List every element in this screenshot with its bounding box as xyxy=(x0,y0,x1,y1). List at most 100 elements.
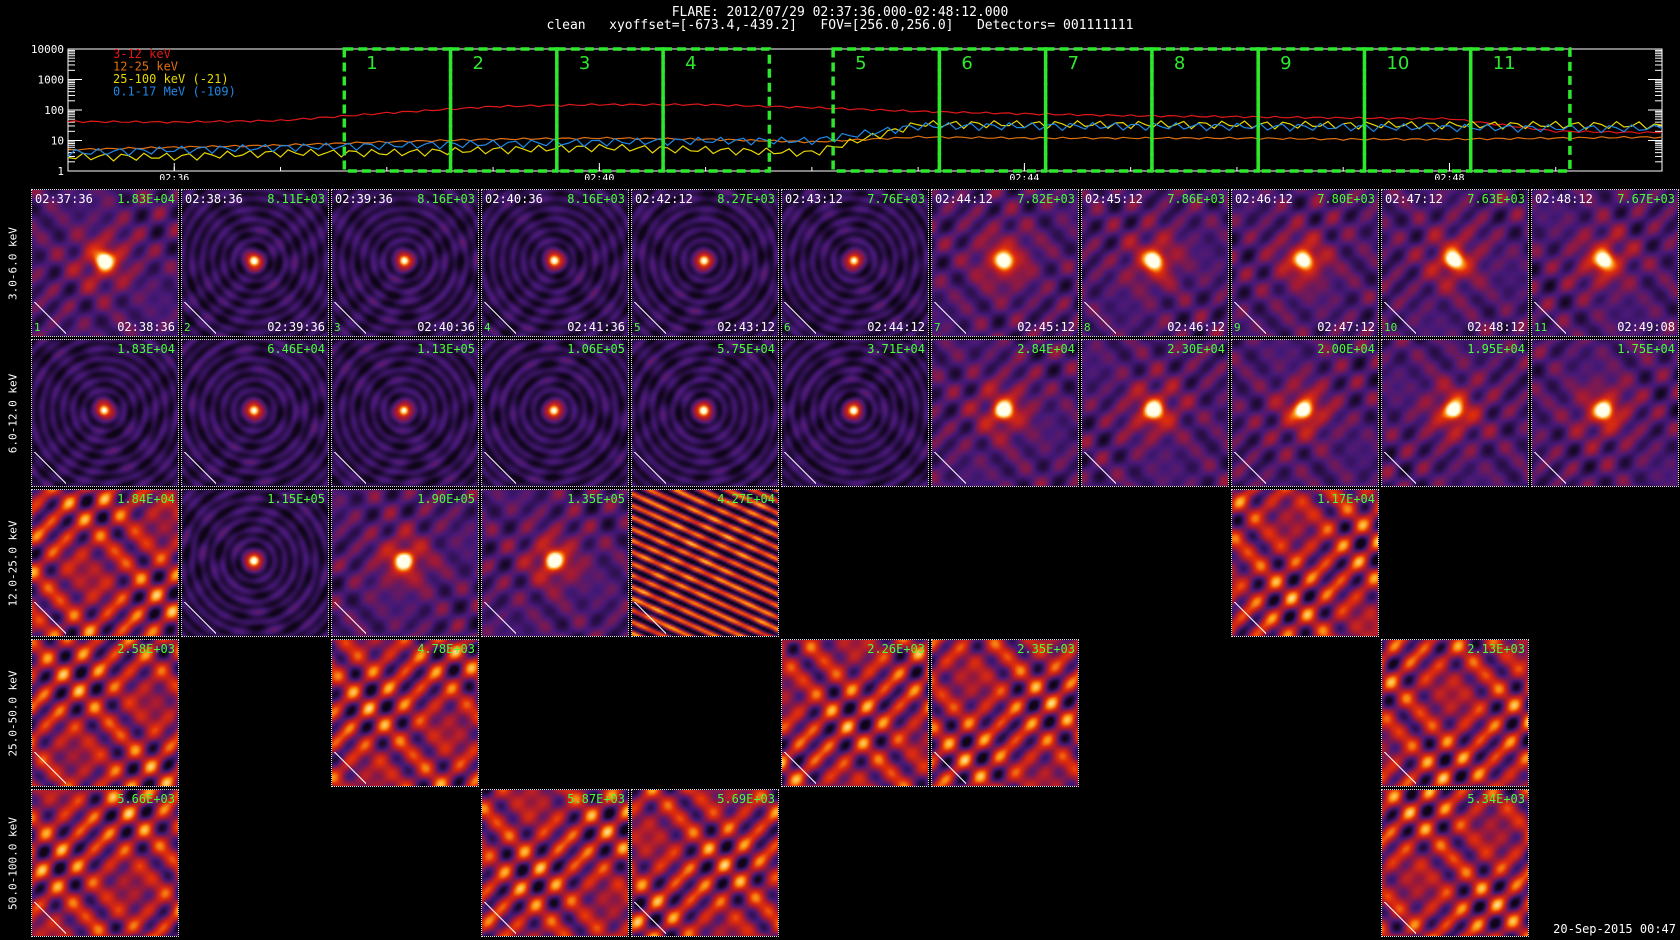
image-panel: 7.76E+03 02:43:12 02:44:12 6 xyxy=(781,189,929,337)
image-panel: 5.87E+03 xyxy=(481,789,629,937)
plot-subtitle: clean xyoffset=[-673.4,-439.2] FOV=[256.… xyxy=(546,18,1134,33)
interval-box xyxy=(555,47,665,173)
panel-interval-index: 10 xyxy=(1384,321,1398,334)
panel-peak-value: 1.84E+04 xyxy=(117,492,175,506)
image-panel-map xyxy=(1232,340,1378,486)
panel-peak-value: 7.67E+03 xyxy=(1617,192,1675,206)
image-panel-map xyxy=(1382,340,1528,486)
interval-box xyxy=(1362,47,1473,173)
interval-box xyxy=(448,47,559,173)
panel-start-time: 02:48:12 xyxy=(1535,192,1593,206)
image-panel-map xyxy=(1382,790,1528,936)
panel-peak-value: 8.27E+03 xyxy=(717,192,775,206)
image-panel: 3.71E+04 xyxy=(781,339,929,487)
image-panel: 2.84E+04 xyxy=(931,339,1079,487)
image-panel-map xyxy=(932,640,1078,786)
interval-label: 8 xyxy=(1174,53,1185,74)
panel-start-time: 02:45:12 xyxy=(1085,192,1143,206)
interval-label: 10 xyxy=(1386,53,1409,74)
panel-end-time: 02:48:12 xyxy=(1467,320,1525,334)
panel-peak-value: 7.82E+03 xyxy=(1017,192,1075,206)
panel-interval-index: 1 xyxy=(34,321,41,334)
panel-start-time: 02:37:36 xyxy=(35,192,93,206)
panel-peak-value: 7.63E+03 xyxy=(1467,192,1525,206)
panel-peak-value: 1.75E+04 xyxy=(1617,342,1675,356)
panel-start-time: 02:40:36 xyxy=(485,192,543,206)
panel-end-time: 02:47:12 xyxy=(1317,320,1375,334)
series-line-4 xyxy=(67,121,1663,158)
legend-entry: 3-12 keV xyxy=(113,47,171,61)
x-tick-label: 02:36 xyxy=(159,173,189,180)
lightcurve-plot: 10000 1000 100 10 1 02:36 02:40 02:44 02:48 3-12 … xyxy=(31,43,1663,180)
image-panel-map xyxy=(332,490,478,636)
panel-end-time: 02:44:12 xyxy=(867,320,925,334)
image-panel: 7.86E+03 02:45:12 02:46:12 8 xyxy=(1081,189,1229,337)
interval-label: 9 xyxy=(1280,53,1291,74)
interval-label: 7 xyxy=(1068,53,1079,74)
energy-row-label: 6.0-12.0 keV xyxy=(6,373,20,454)
interval-box xyxy=(1043,47,1154,173)
panel-end-time: 02:46:12 xyxy=(1167,320,1225,334)
panel-peak-value: 1.15E+05 xyxy=(267,492,325,506)
image-panel: 1.13E+05 xyxy=(331,339,479,487)
image-panel: 1.83E+04 02:37:36 02:38:36 1 xyxy=(31,189,179,337)
panel-interval-index: 5 xyxy=(634,321,641,334)
interval-label: 5 xyxy=(855,53,866,74)
legend-entry: 12-25 keV xyxy=(113,60,178,74)
series-line-3 xyxy=(67,119,1663,162)
interval-box xyxy=(1150,47,1260,173)
image-panel: 7.67E+03 02:48:12 02:49:08 11 xyxy=(1531,189,1679,337)
image-panel: 6.46E+04 xyxy=(181,339,329,487)
interval-label: 4 xyxy=(685,53,696,74)
energy-row-label: 50.0-100.0 keV xyxy=(6,817,20,910)
interval-label: 2 xyxy=(473,53,484,74)
panel-peak-value: 5.34E+03 xyxy=(1467,792,1525,806)
image-panel: 7.63E+03 02:47:12 02:48:12 10 xyxy=(1381,189,1529,337)
panel-peak-value: 6.46E+04 xyxy=(267,342,325,356)
image-panel-map xyxy=(32,790,178,936)
image-panel-map xyxy=(482,490,628,636)
image-panel: 4.27E+04 xyxy=(631,489,779,637)
panel-start-time: 02:42:12 xyxy=(635,192,693,206)
panel-peak-value: 7.80E+03 xyxy=(1317,192,1375,206)
panel-start-time: 02:47:12 xyxy=(1385,192,1443,206)
panel-peak-value: 5.75E+04 xyxy=(717,342,775,356)
energy-row-label: 12.0-25.0 keV xyxy=(6,520,20,607)
image-panel-map xyxy=(1382,190,1528,336)
image-panel: 8.16E+03 02:40:36 02:41:36 4 xyxy=(481,189,629,337)
image-panel-map xyxy=(1232,190,1378,336)
panel-peak-value: 1.35E+05 xyxy=(567,492,625,506)
image-panel: 5.66E+03 xyxy=(31,789,179,937)
plot-title: FLARE: 2012/07/29 02:37:36.000-02:48:12.… xyxy=(671,5,1009,20)
panel-peak-value: 8.11E+03 xyxy=(267,192,325,206)
image-panel-map xyxy=(332,640,478,786)
image-panel: 2.13E+03 xyxy=(1381,639,1529,787)
image-panel: 4.78E+03 xyxy=(331,639,479,787)
panel-end-time: 02:38:36 xyxy=(117,320,175,334)
panel-interval-index: 11 xyxy=(1534,321,1548,334)
panel-peak-value: 5.69E+03 xyxy=(717,792,775,806)
energy-row-label: 25.0-50.0 keV xyxy=(6,670,20,757)
panel-peak-value: 1.90E+05 xyxy=(417,492,475,506)
image-panel: 1.17E+04 xyxy=(1231,489,1379,637)
image-panel: 5.34E+03 xyxy=(1381,789,1529,937)
panel-peak-value: 8.16E+03 xyxy=(567,192,625,206)
panel-start-time: 02:38:36 xyxy=(185,192,243,206)
panel-end-time: 02:41:36 xyxy=(567,320,625,334)
x-tick-label: 02:40 xyxy=(584,173,614,180)
image-panel-map xyxy=(1082,190,1228,336)
image-panel-map xyxy=(332,340,478,486)
image-panel-map xyxy=(632,340,778,486)
panel-end-time: 02:43:12 xyxy=(717,320,775,334)
image-panel-map xyxy=(1532,190,1678,336)
panel-peak-value: 4.78E+03 xyxy=(417,642,475,656)
interval-box xyxy=(342,47,453,173)
image-panel: 2.30E+04 xyxy=(1081,339,1229,487)
interval-box xyxy=(1256,47,1367,173)
image-panel-map xyxy=(782,640,928,786)
image-panel-map xyxy=(632,790,778,936)
x-tick-label: 02:48 xyxy=(1434,173,1464,180)
x-tick-label: 02:44 xyxy=(1009,173,1039,180)
image-panel: 8.27E+03 02:42:12 02:43:12 5 xyxy=(631,189,779,337)
